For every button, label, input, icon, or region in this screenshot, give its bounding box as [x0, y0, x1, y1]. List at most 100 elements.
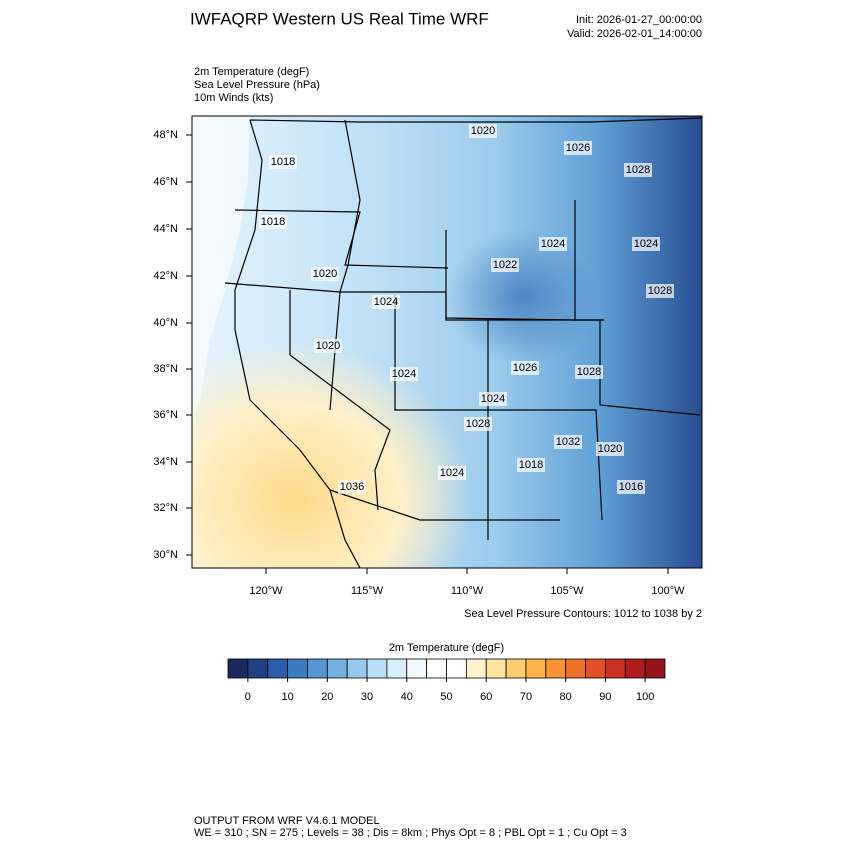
contour-label-box [464, 417, 492, 431]
contour-label: 1018 [271, 156, 295, 168]
colorbar-swatch [605, 658, 626, 679]
ocean [192, 116, 250, 420]
colorbar-swatch [346, 658, 368, 679]
contour-label-box [564, 141, 592, 155]
contour-label-box [390, 367, 418, 381]
contour-label-box [269, 155, 297, 169]
lon-label: 105°W [550, 585, 584, 597]
colorbar-swatch [406, 658, 428, 679]
contour-label: 1020 [316, 340, 340, 352]
colorbar-tick-label: 70 [520, 691, 532, 703]
contour-label: 1024 [374, 296, 398, 308]
colorbar-tick-label: 60 [480, 691, 492, 703]
colorbar-tick-label: 90 [599, 691, 611, 703]
lat-label: 44°N [153, 223, 178, 235]
footer: OUTPUT FROM WRF V4.6.1 MODEL [194, 815, 380, 827]
colorbar-tick-label: 100 [636, 691, 654, 703]
contour-label-box [479, 392, 507, 406]
contour-label: 1028 [466, 418, 490, 430]
colorbar-swatch [485, 658, 507, 679]
colorbar-swatch [287, 658, 308, 679]
colorbar-swatch [624, 658, 646, 679]
lat-label: 48°N [153, 129, 178, 141]
contour-label-box [517, 458, 545, 472]
lat-label: 38°N [153, 363, 178, 375]
contour-label: 1024 [392, 368, 416, 380]
field-label: 2m Temperature (degF) [194, 66, 309, 78]
lat-label: 32°N [153, 502, 178, 514]
lat-label: 36°N [153, 409, 178, 421]
colorbar-tick-label: 20 [321, 691, 333, 703]
title: IWFAQRP Western US Real Time WRF [190, 9, 489, 28]
init-time: Init: 2026-01-27_00:00:00 [576, 14, 702, 26]
colorbar-swatch [505, 658, 527, 679]
footer: WE = 310 ; SN = 275 ; Levels = 38 ; Dis … [194, 827, 627, 839]
contour-label: 1022 [493, 259, 517, 271]
contour-label-box [511, 361, 539, 375]
colorbar-swatch [545, 658, 567, 679]
contour-label: 1020 [598, 443, 622, 455]
colorbar-swatch [267, 658, 288, 679]
contour-label: 1024 [541, 238, 565, 250]
contour-label: 1024 [634, 238, 658, 250]
lon-label: 100°W [651, 585, 685, 597]
colorbar-tick-label: 30 [361, 691, 373, 703]
colorbar-swatch [465, 658, 487, 679]
lat-label: 30°N [153, 549, 178, 561]
contour-label: 1028 [626, 164, 650, 176]
contour-label: 1020 [471, 125, 495, 137]
contour-label: 1018 [519, 459, 543, 471]
contour-note: Sea Level Pressure Contours: 1012 to 103… [464, 608, 702, 620]
contour-label: 1028 [577, 366, 601, 378]
contour-label-box [617, 480, 645, 494]
lon-label: 110°W [451, 585, 484, 597]
contour-label-box [311, 267, 339, 281]
contour-label: 1020 [313, 268, 337, 280]
colorbar-swatch [644, 658, 666, 679]
contour-label-box [314, 339, 342, 353]
lat-label: 42°N [153, 270, 178, 282]
colorbar-swatch [326, 658, 348, 679]
contour-label-box [372, 295, 400, 309]
map-field [192, 116, 702, 568]
contour-label-box [575, 365, 603, 379]
lat-label: 46°N [153, 176, 178, 188]
contour-label-box [632, 237, 660, 251]
contour-label-box [624, 163, 652, 177]
colorbar-tick-label: 50 [440, 691, 452, 703]
contour-label: 1016 [619, 481, 643, 493]
lon-label: 120°W [249, 585, 283, 597]
contour-label-box [491, 258, 519, 272]
colorbar-title: 2m Temperature (degF) [389, 642, 504, 654]
contour-label-box [554, 435, 582, 449]
contour-label-box [438, 466, 466, 480]
contour-label: 1032 [556, 436, 580, 448]
contour-label-box [539, 237, 567, 251]
lat-label: 34°N [153, 456, 178, 468]
colorbar-tick-label: 10 [281, 691, 293, 703]
lon-label: 115°W [351, 585, 384, 597]
contour-label: 1024 [481, 393, 505, 405]
map-frame [191, 115, 703, 569]
colorbar-tick-label: 40 [401, 691, 413, 703]
contour-label-box [338, 480, 366, 494]
colorbar-tick-label: 0 [245, 691, 251, 703]
contour-label-box [469, 124, 497, 138]
contour-label: 1026 [513, 362, 537, 374]
colorbar-swatch [366, 658, 388, 679]
contour-label-box [596, 442, 624, 456]
colorbar-swatch [585, 658, 606, 679]
contour-label: 1036 [340, 481, 364, 493]
colorbar-swatch [446, 658, 467, 679]
contour-label: 1024 [440, 467, 464, 479]
colorbar-swatch [307, 658, 328, 679]
cold-region [192, 116, 702, 568]
colorbar-swatch [227, 658, 249, 679]
colorbar-swatch [565, 658, 586, 679]
colorbar-swatch [247, 658, 269, 679]
contour-label-box [646, 284, 674, 298]
contour-label: 1028 [648, 285, 672, 297]
valid-time: Valid: 2026-02-01_14:00:00 [567, 28, 702, 40]
colorbar-tick-label: 80 [560, 691, 572, 703]
